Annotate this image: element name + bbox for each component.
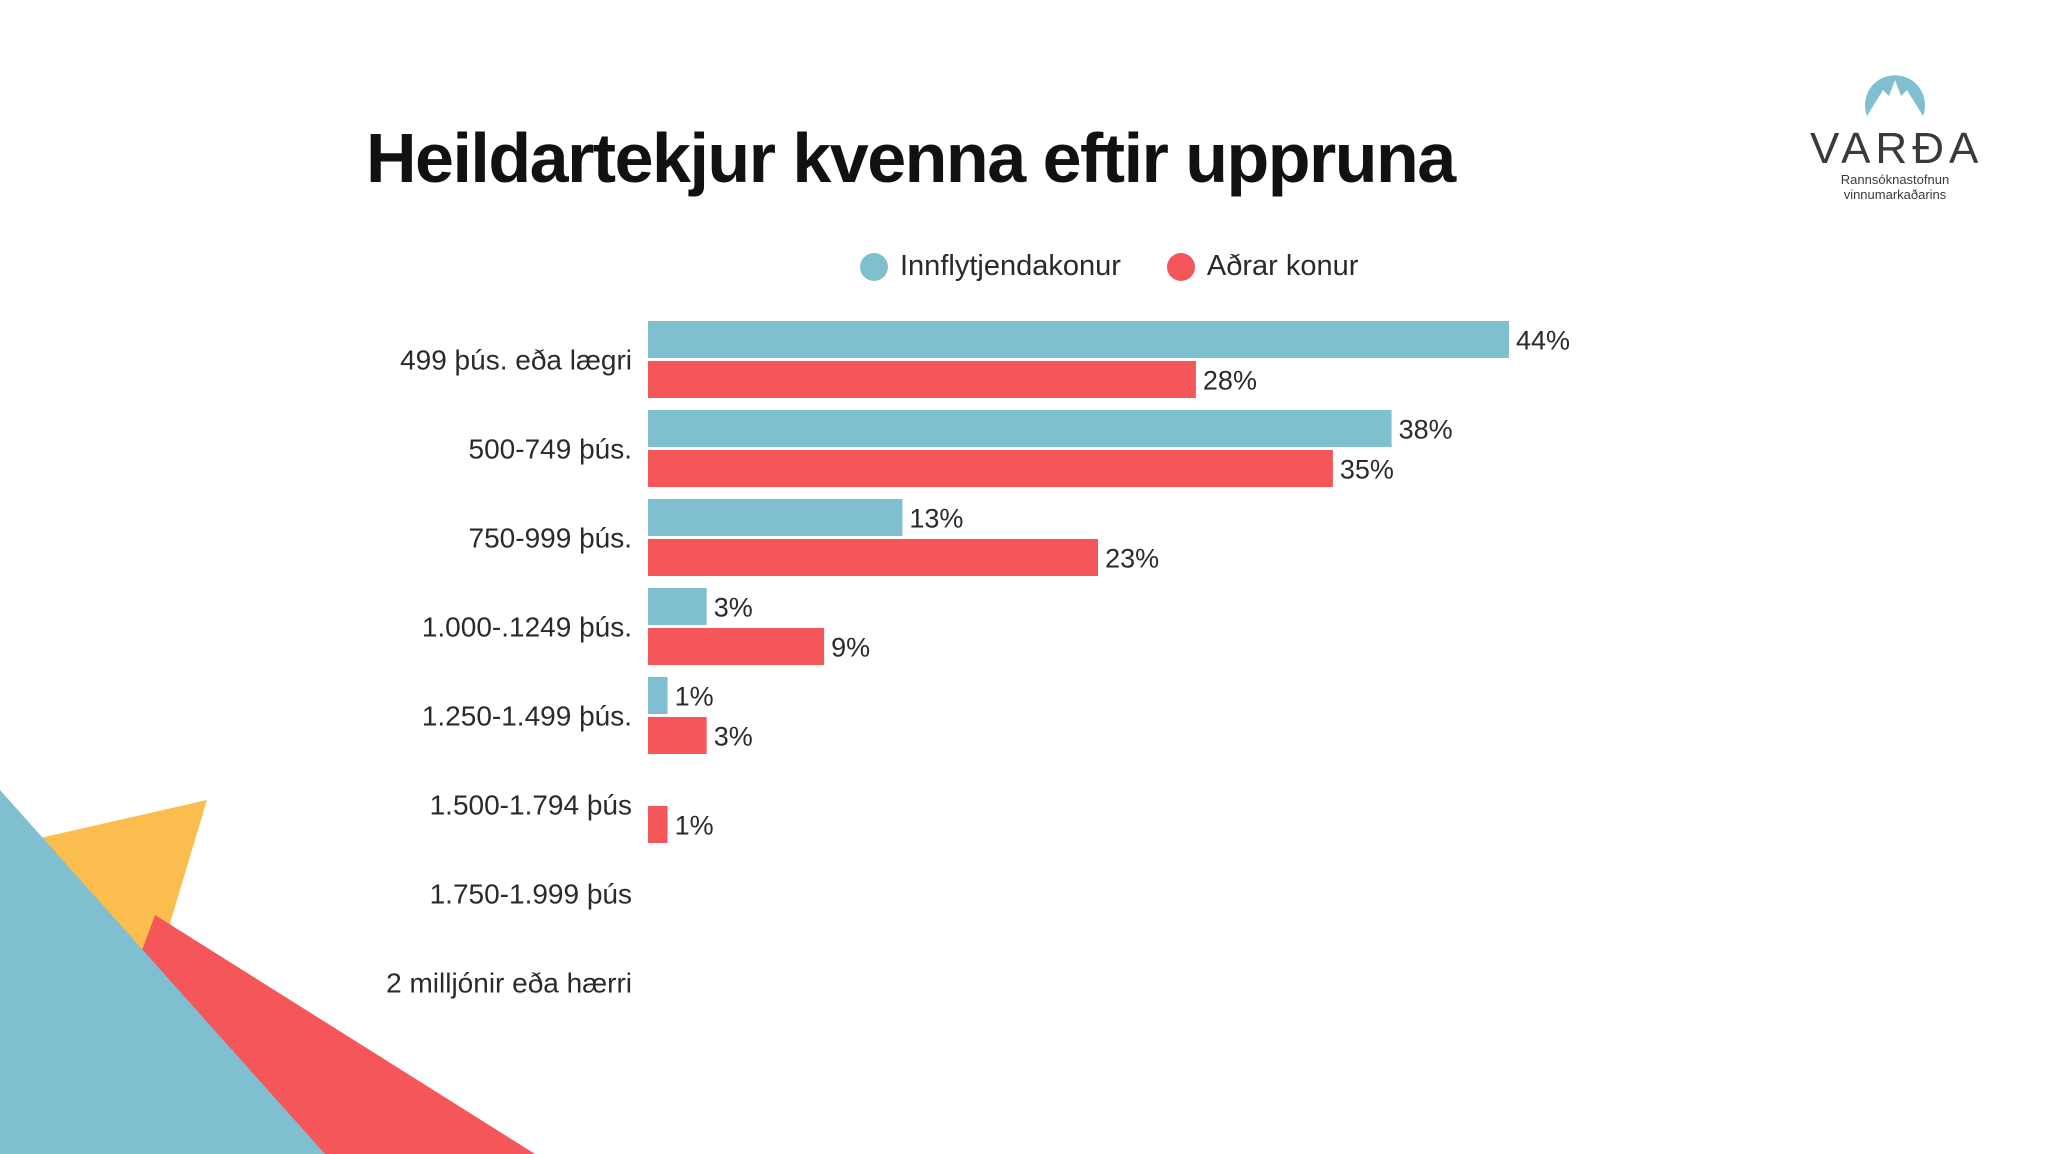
varda-logo: VARÐA Rannsóknastofnun vinnumarkaðarins [1810,66,1980,202]
bar-other [648,806,668,843]
category-label: 2 milljónir eða hærri [386,968,632,999]
data-label: 44% [1516,326,1570,356]
data-label: 35% [1340,455,1394,485]
data-label: 9% [831,633,870,663]
category-label: 1.000-.1249 þús. [422,612,632,643]
mountain-icon [1865,75,1925,116]
logo-subtitle-line-2: vinnumarkaðarins [1843,187,1947,202]
data-label: 23% [1105,544,1159,574]
logo-wordmark: VARÐA [1810,124,1984,173]
data-label: 3% [714,593,753,623]
bar-other [648,717,707,754]
data-label: 13% [909,504,963,534]
bar-other [648,628,825,665]
bar-immigrant [648,410,1392,447]
deco-yellow-triangle [40,800,207,1000]
data-label: 28% [1203,366,1257,396]
page-title: Heildartekjur kvenna eftir uppruna [366,119,1456,197]
category-label: 499 þús. eða lægri [400,345,632,376]
bar-other [648,361,1196,398]
bar-other [648,450,1333,487]
legend-label-other: Aðrar konur [1206,250,1359,282]
deco-blue-triangle [0,790,325,1154]
chart-legend: Innflytjendakonur Aðrar konur [860,250,1404,283]
legend-label-immigrant: Innflytjendakonur [900,250,1121,282]
bar-immigrant [648,677,668,714]
category-label: 1.250-1.499 þús. [422,701,632,732]
bar-other [648,539,1099,576]
data-label: 1% [675,811,714,841]
legend-swatch-other [1166,252,1195,281]
logo-subtitle-line-1: Rannsóknastofnun [1840,172,1950,187]
category-label: 750-999 þús. [469,523,632,554]
legend-item-other: Aðrar konur [1166,250,1359,283]
category-label: 500-749 þús. [469,434,632,465]
data-label: 38% [1399,415,1453,445]
data-label: 1% [675,682,714,712]
category-label: 1.750-1.999 þús [430,879,632,910]
data-label: 3% [714,722,753,752]
legend-item-immigrant: Innflytjendakonur [860,250,1121,283]
bar-immigrant [648,321,1509,358]
legend-swatch-immigrant [860,252,888,281]
bar-immigrant [648,588,707,625]
deco-red-band [120,915,535,1154]
category-label: 1.500-1.794 þús [430,790,632,821]
bar-immigrant [648,499,903,536]
